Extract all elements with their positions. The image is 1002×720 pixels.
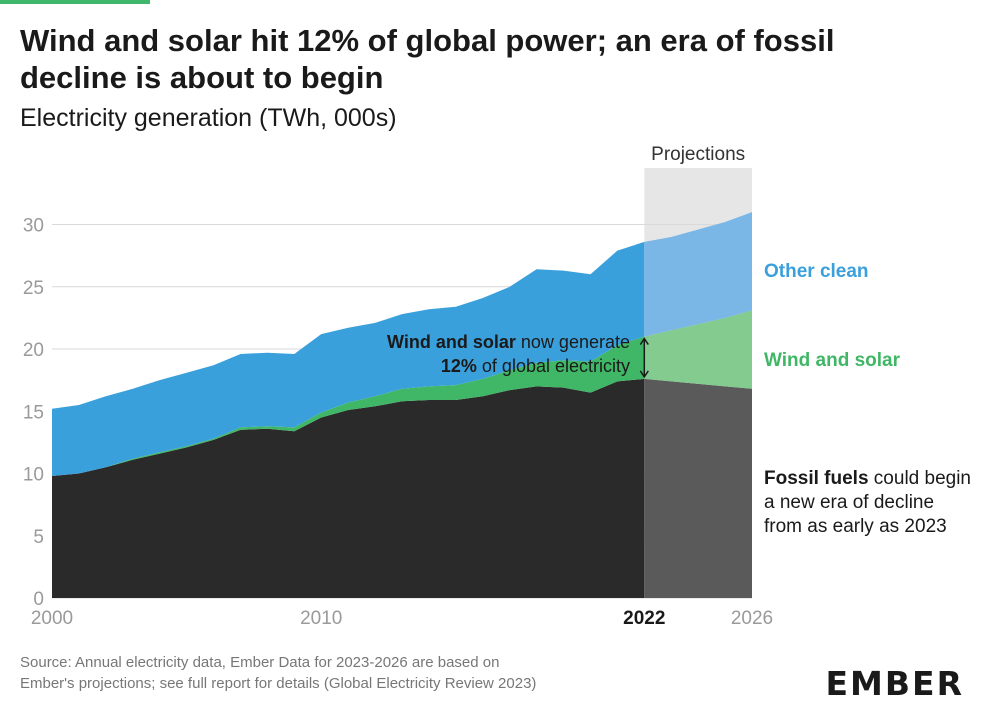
other-clean-area [52, 241, 645, 476]
y-tick-label: 10 [23, 465, 44, 486]
x-tick-label: 2000 [31, 608, 73, 629]
chart-title-line-2: decline is about to begin [20, 60, 384, 95]
fossil-annotation-line-3: from as early as 2023 [764, 516, 947, 537]
wind-solar-area [52, 336, 645, 476]
ember-logo: EMBER [825, 664, 964, 703]
x-tick-label: 2026 [731, 608, 773, 629]
y-tick-label: 5 [33, 527, 44, 548]
source-note: Source: Annual electricity data, Ember D… [20, 652, 536, 694]
fossil-annotation-line-2: a new era of decline [764, 492, 934, 513]
y-tick-label: 30 [23, 216, 44, 237]
chart-title: Wind and solar hit 12% of global power; … [20, 22, 980, 96]
y-tick-label: 20 [23, 340, 44, 361]
share-arrow-head-top [639, 337, 649, 345]
y-tick-label: 0 [33, 589, 44, 610]
x-tick-label: 2022 [623, 608, 665, 629]
chart-area: Projections 0 5 10 15 20 25 30 2000 2010 2022 2026 W… [23, 144, 971, 629]
chart-title-line-1: Wind and solar hit 12% of global power; … [20, 23, 835, 58]
y-tick-label: 25 [23, 278, 44, 299]
top-accent-bar [0, 0, 150, 4]
wind-solar-annotation-line-2: 12% of global electricity [441, 356, 630, 376]
fossil-annotation-line-1: Fossil fuels could begin [764, 468, 971, 489]
source-line-1: Source: Annual electricity data, Ember D… [20, 654, 500, 671]
source-line-2: Ember's projections; see full report for… [20, 675, 537, 692]
chart-subtitle: Electricity generation (TWh, 000s) [20, 104, 397, 132]
wind-solar-projection-area [644, 310, 752, 389]
share-arrow-head-bottom [639, 370, 649, 379]
fossil-area [52, 378, 645, 598]
projection-label: Projections [651, 144, 745, 165]
other-clean-label: Other clean [764, 261, 869, 282]
x-tick-label: 2010 [300, 608, 342, 629]
wind-solar-annotation-line-1: Wind and solar now generate [387, 332, 630, 352]
wind-solar-label: Wind and solar [764, 350, 901, 371]
y-tick-label: 15 [23, 402, 44, 423]
other-clean-projection-area [644, 212, 752, 337]
fossil-projection-area [644, 378, 752, 598]
